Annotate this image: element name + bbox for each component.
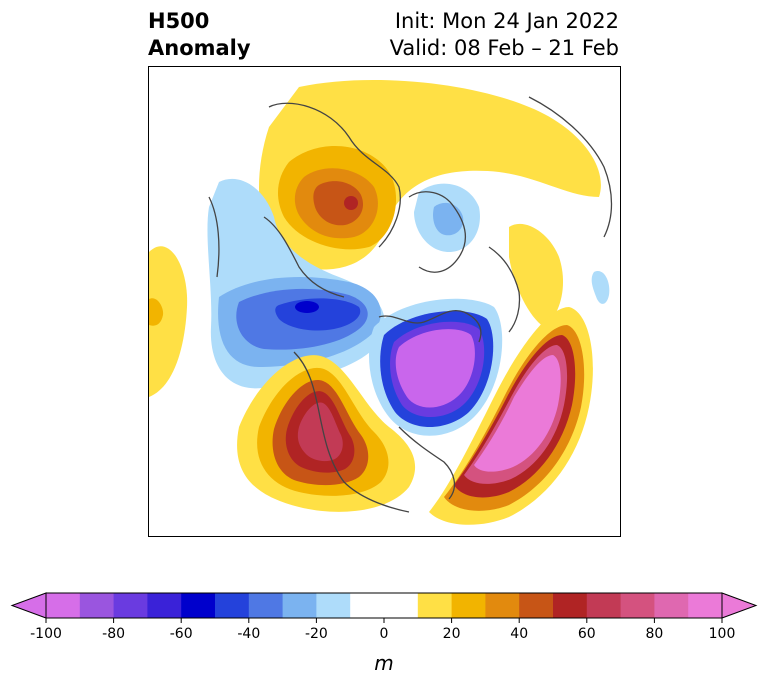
colorbar-box	[451, 593, 486, 618]
colorbar-tick-label: 0	[380, 626, 389, 642]
title-field-name: H500	[148, 9, 210, 33]
colorbar-box	[417, 593, 453, 618]
colorbar-ticks: -100 -80 -60 -40 -20 0 20 40 60 80 100	[30, 618, 735, 642]
colorbar-under-arrow	[10, 592, 47, 619]
negative-anomaly-north-pacific-core	[295, 301, 319, 313]
coastlines	[208, 96, 613, 513]
colorbar-box	[113, 593, 148, 618]
colorbar: -100 -80 -60 -40 -20 0 20 40 60 80 100 m	[10, 592, 758, 675]
title-right: Init: Mon 24 Jan 2022 Valid: 08 Feb – 21…	[390, 8, 619, 62]
colorbar-tick-label: 40	[510, 626, 528, 642]
colorbar-over-arrow	[721, 592, 758, 619]
anomaly-contours	[149, 79, 610, 525]
colorbar-box	[181, 593, 216, 618]
colorbar-box	[215, 593, 250, 618]
title-valid-period: Valid: 08 Feb – 21 Feb	[389, 36, 619, 60]
colorbar-box	[350, 593, 385, 618]
anomaly-map-svg	[149, 79, 613, 525]
colorbar-box	[688, 593, 723, 618]
negative-anomaly-east-edge	[591, 271, 610, 304]
colorbar-box	[485, 593, 520, 618]
anomaly-map	[148, 66, 621, 537]
colorbar-tick-label: -40	[237, 626, 260, 642]
colorbar-box	[586, 593, 622, 618]
positive-anomaly-atlantic-core	[474, 355, 561, 472]
positive-anomaly-left-edge	[149, 246, 188, 397]
colorbar-box	[384, 593, 419, 618]
colorbar-tick-label: -60	[170, 626, 193, 642]
colorbar-box	[553, 593, 588, 618]
colorbar-tick-label: -100	[30, 626, 62, 642]
colorbar-box	[654, 593, 689, 618]
negative-anomaly-russia-inner	[433, 202, 464, 236]
positive-anomaly-scandinavia	[509, 223, 564, 327]
positive-anomaly-arctic-core	[344, 196, 358, 210]
positive-anomaly-west-america-core	[297, 402, 343, 462]
colorbar-units-label: m	[374, 651, 393, 675]
colorbar-tick-label: 80	[645, 626, 663, 642]
positive-anomaly-arctic-3	[313, 181, 364, 226]
positive-anomaly-left-edge-core	[149, 298, 164, 326]
colorbar-box	[282, 593, 317, 618]
title-field-kind: Anomaly	[148, 36, 251, 60]
colorbar-box	[620, 593, 655, 618]
colorbar-box	[46, 593, 81, 618]
colorbar-boxes	[45, 592, 723, 619]
colorbar-tick-label: 100	[709, 626, 736, 642]
title-init-date: Init: Mon 24 Jan 2022	[394, 9, 619, 33]
colorbar-tick-label: -80	[102, 626, 125, 642]
colorbar-box	[147, 593, 182, 618]
negative-anomaly-canada-core	[395, 329, 475, 408]
colorbar-box	[519, 593, 554, 618]
colorbar-box	[79, 593, 115, 618]
colorbar-box	[316, 593, 351, 618]
colorbar-box	[248, 593, 284, 618]
colorbar-tick-label: 20	[443, 626, 461, 642]
title-left: H500 Anomaly	[148, 8, 251, 62]
colorbar-tick-label: -20	[305, 626, 328, 642]
colorbar-tick-label: 60	[578, 626, 596, 642]
